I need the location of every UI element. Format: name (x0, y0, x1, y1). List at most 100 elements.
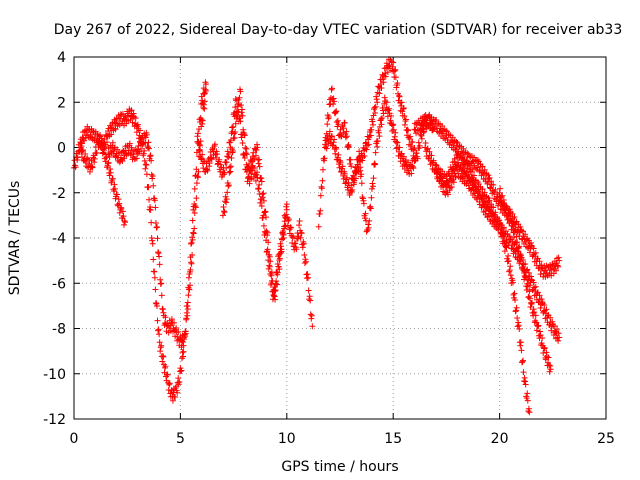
data-point (121, 218, 128, 225)
data-point (368, 185, 375, 192)
data-point (507, 213, 514, 220)
data-point (481, 189, 488, 196)
data-point (259, 194, 266, 201)
data-point (107, 124, 114, 131)
data-point (78, 143, 85, 150)
y-tick-label: -8 (52, 322, 66, 338)
y-tick-label: -12 (43, 412, 66, 428)
data-point (527, 273, 534, 280)
data-point (330, 95, 337, 102)
data-point (191, 201, 198, 208)
data-point (185, 274, 192, 281)
data-point (150, 256, 157, 263)
data-point (77, 140, 84, 147)
data-point (283, 206, 290, 213)
data-point (253, 146, 260, 153)
data-point (525, 405, 532, 412)
data-point (329, 85, 336, 92)
data-point (106, 153, 113, 160)
data-point (105, 159, 112, 166)
data-point (398, 150, 405, 157)
data-point (140, 150, 147, 157)
data-point (471, 182, 478, 189)
data-point (142, 161, 149, 168)
data-point (112, 126, 119, 133)
data-point (515, 244, 522, 251)
y-tick-label: -4 (52, 231, 66, 247)
data-point (344, 143, 351, 150)
y-tick-label: 2 (57, 95, 66, 111)
data-point (535, 322, 542, 329)
data-point (367, 132, 374, 139)
data-point (255, 185, 262, 192)
data-point (519, 265, 526, 272)
data-point (158, 342, 165, 349)
data-point (519, 358, 526, 365)
x-tick-label: 25 (597, 431, 615, 447)
data-point (126, 140, 133, 147)
data-point (423, 119, 430, 126)
data-point (377, 116, 384, 123)
data-point (208, 155, 215, 162)
data-point (331, 136, 338, 143)
data-point (390, 68, 397, 75)
data-point (335, 121, 342, 128)
data-point (282, 215, 289, 222)
data-point (302, 256, 309, 263)
data-point (485, 172, 492, 179)
data-point (297, 234, 304, 241)
data-point (225, 150, 232, 157)
data-point (337, 159, 344, 166)
data-point (352, 170, 359, 177)
data-point (160, 309, 167, 316)
data-point (340, 175, 347, 182)
data-point (180, 353, 187, 360)
data-point (319, 177, 326, 184)
data-point (144, 144, 151, 151)
data-point (342, 179, 349, 186)
data-point (409, 138, 416, 145)
data-point (323, 145, 330, 152)
data-point (369, 118, 376, 125)
data-point (522, 239, 529, 246)
data-point (398, 99, 405, 106)
data-point (359, 194, 366, 201)
data-point (276, 250, 283, 257)
data-point (181, 334, 188, 341)
data-point (526, 249, 533, 256)
data-point (154, 235, 161, 242)
data-point (99, 140, 106, 147)
data-point (417, 131, 424, 138)
data-point (391, 67, 398, 74)
data-point (396, 93, 403, 100)
data-point (246, 160, 253, 167)
data-point (252, 177, 259, 184)
data-point (532, 283, 539, 290)
data-point (263, 228, 270, 235)
data-point (384, 69, 391, 76)
data-point (523, 394, 530, 401)
data-point (262, 208, 269, 215)
data-point (166, 381, 173, 388)
data-point (143, 131, 150, 138)
data-point (100, 147, 107, 154)
data-point (219, 212, 226, 219)
data-point (114, 191, 121, 198)
data-point (153, 303, 160, 310)
data-point (282, 213, 289, 220)
data-point (302, 258, 309, 265)
data-point (513, 239, 520, 246)
data-point (511, 227, 518, 234)
data-point (270, 292, 277, 299)
data-point (547, 362, 554, 369)
data-point (330, 139, 337, 146)
data-point (505, 258, 512, 265)
data-point (348, 182, 355, 189)
plot-border (73, 56, 607, 420)
tick-labels: 0 5 10 15 20 25 -12 -10 -8 -6 -4 -2 0 2 4 (43, 50, 615, 447)
y-axis-label: SDTVAR / TECUs (7, 181, 23, 296)
data-point (515, 319, 522, 326)
data-points (71, 56, 563, 416)
data-point (254, 141, 261, 148)
